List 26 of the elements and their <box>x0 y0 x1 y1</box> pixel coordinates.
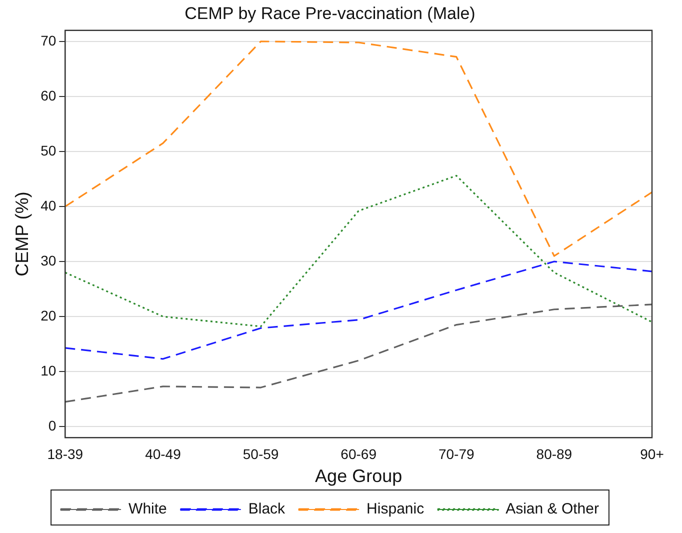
y-axis-title: CEMP (%) <box>12 192 32 276</box>
legend-label: White <box>128 500 167 518</box>
y-tick-label: 70 <box>40 32 56 48</box>
x-tick-label: 40-49 <box>145 446 182 462</box>
x-axis-title: Age Group <box>315 466 402 486</box>
y-tick-label: 0 <box>48 417 56 434</box>
chart-title: CEMP by Race Pre-vaccination (Male) <box>184 4 476 23</box>
x-tick-label: 70-79 <box>438 446 475 462</box>
x-tick-label: 80-89 <box>536 446 572 462</box>
line-series <box>64 304 653 403</box>
x-tick-label: 18-39 <box>47 446 84 462</box>
legend-label: Hispanic <box>366 500 425 518</box>
y-tick-label: 10 <box>40 362 56 378</box>
y-tick-label: 60 <box>40 87 56 104</box>
x-tick-label: 60-69 <box>340 446 377 462</box>
legend-label: Black <box>248 500 286 518</box>
legend-label: Asian & Other <box>506 500 599 518</box>
y-tick-label: 50 <box>40 142 56 158</box>
y-tick-label: 40 <box>40 197 56 214</box>
x-tick-label: 50-59 <box>242 446 279 462</box>
y-tick-label: 20 <box>40 307 56 324</box>
x-tick-label: 90+ <box>640 446 664 462</box>
line-series <box>64 174 653 328</box>
y-tick-label: 30 <box>40 252 56 268</box>
line-series <box>64 260 653 360</box>
line-series <box>64 40 653 257</box>
